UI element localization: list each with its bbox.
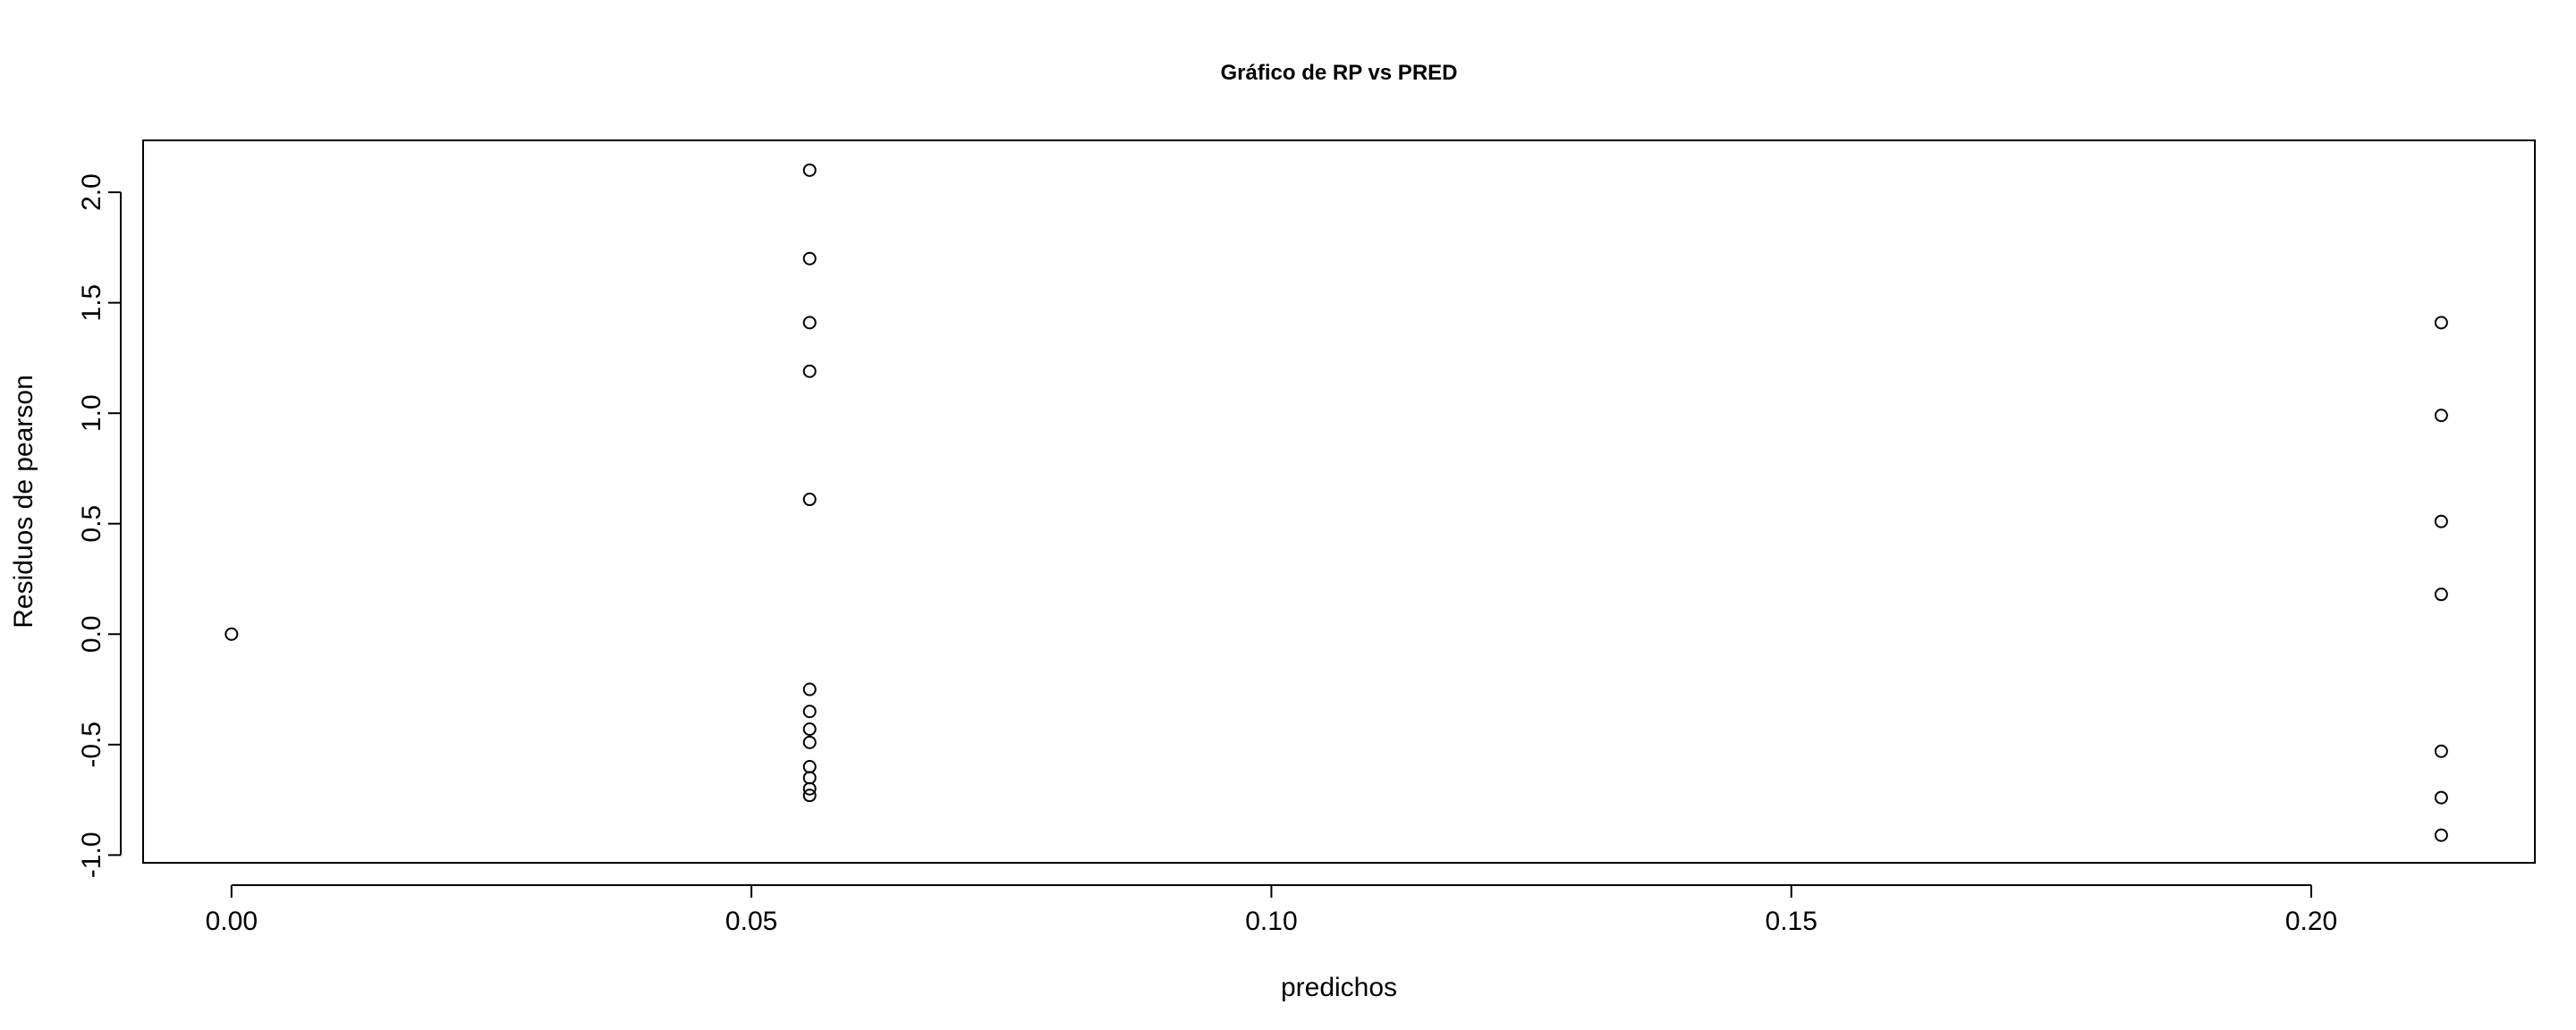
x-axis: 0.00 0.05 0.10 0.15 0.20 (206, 884, 2337, 936)
y-axis-label: Residuos de pearson (9, 375, 38, 629)
data-points (225, 163, 2448, 842)
data-point (802, 316, 817, 330)
data-point (2434, 514, 2448, 528)
y-tick-label: 2.0 (77, 173, 106, 211)
data-point (225, 627, 239, 641)
y-axis: -1.0 -0.5 0.0 0.5 1.0 1.5 2.0 (77, 173, 122, 879)
data-point (802, 760, 817, 774)
data-point (2434, 587, 2448, 602)
data-point (802, 682, 817, 697)
data-point (2434, 409, 2448, 423)
x-tick-label: 0.10 (1245, 907, 1297, 936)
y-tick-label: 0.5 (77, 505, 106, 543)
data-point (802, 789, 817, 803)
data-point (802, 735, 817, 749)
x-tick-label: 0.00 (206, 907, 258, 936)
x-tick-label: 0.05 (725, 907, 777, 936)
y-tick-label: 0.0 (77, 615, 106, 653)
data-point (2434, 744, 2448, 758)
chart-title: Gráfico de RP vs PRED (1221, 61, 1458, 85)
y-tick-label: -1.0 (77, 832, 106, 879)
data-point (802, 771, 817, 785)
data-point (802, 364, 817, 378)
y-tick-label: 1.5 (77, 284, 106, 322)
y-tick-label: -0.5 (77, 722, 106, 768)
x-axis-label: predichos (1281, 973, 1397, 1002)
data-point (802, 705, 817, 719)
data-point (802, 493, 817, 507)
data-point (802, 251, 817, 266)
y-tick-label: 1.0 (77, 394, 106, 432)
x-tick-label: 0.15 (1766, 907, 1818, 936)
data-point (2434, 828, 2448, 842)
data-point (2434, 316, 2448, 330)
plot-frame (142, 139, 2536, 864)
data-point (802, 722, 817, 737)
x-tick-label: 0.20 (2285, 907, 2337, 936)
data-point (2434, 790, 2448, 805)
data-point (802, 163, 817, 177)
data-point (802, 781, 817, 796)
